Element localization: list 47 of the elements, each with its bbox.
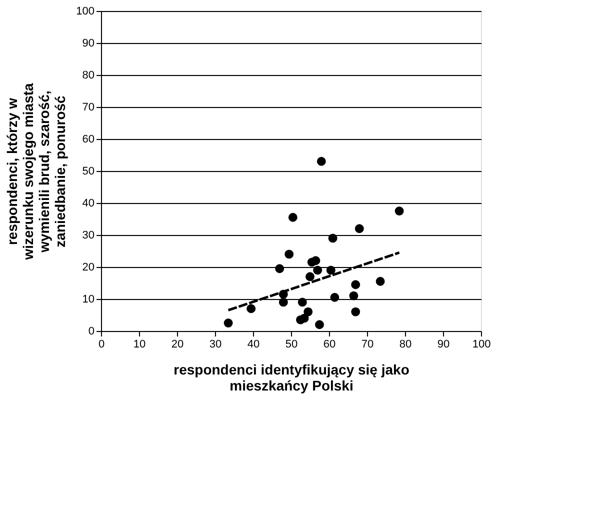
y-tick-label: 10 [82,294,94,306]
x-axis-title: respondenci identyfikujący się jako mieszkańcy Polski [174,362,410,394]
point [351,280,360,290]
point [376,276,385,286]
y-tick-label: 100 [76,6,94,18]
y-axis-title: respondenci, którzy w wizerunku swojego miasta wymienili brud, szarość, zaniedbanie, ponurość [4,82,68,261]
point [288,212,298,222]
point [304,307,313,316]
y-tick-label: 50 [82,166,94,178]
y-tick-label: 60 [82,134,94,146]
point [275,264,284,274]
point [349,291,358,300]
point [311,256,320,266]
x-tick-label: 50 [285,338,298,350]
x-tick-label: 90 [437,338,450,350]
point [284,250,294,259]
point [315,320,324,330]
x-tick-label: 10 [133,338,146,350]
y-tick-label: 0 [88,326,94,338]
y-tick-label: 80 [82,70,94,82]
x-tick-label: 0 [98,338,105,350]
y-tick-label: 30 [82,230,94,242]
x-tick-label: 40 [247,338,260,350]
point [300,314,309,323]
x-tick-label: 30 [209,338,222,350]
y-tick-label: 20 [82,262,94,274]
y-tick-label: 70 [82,102,94,114]
point [316,156,326,166]
point [298,298,307,307]
point [351,307,360,316]
x-tick-label: 20 [171,338,184,350]
x-tick-label: 70 [361,338,374,350]
point [306,272,314,282]
x-tick-label: 60 [323,338,336,350]
point [354,224,364,234]
point [330,292,340,302]
x-tick-label: 100 [472,338,491,350]
y-tick-label: 90 [82,38,94,50]
point [328,234,338,243]
y-tick-label: 40 [82,198,94,210]
point [394,206,404,216]
point [326,266,336,275]
x-tick-label: 80 [399,338,412,350]
point [313,266,322,275]
point [246,304,256,314]
point [224,318,233,328]
point [278,298,288,307]
